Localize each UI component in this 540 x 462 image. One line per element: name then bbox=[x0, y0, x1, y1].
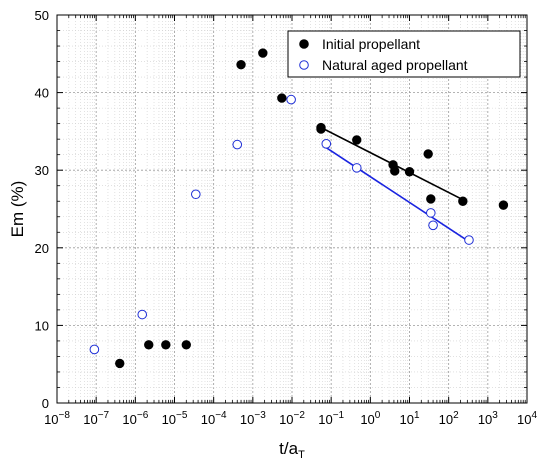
x-tick-label: 100 bbox=[360, 410, 380, 427]
x-tick-label-exponent: −5 bbox=[176, 410, 188, 421]
x-tick-label-base: 10 bbox=[240, 412, 254, 427]
y-tick-label: 10 bbox=[35, 318, 49, 333]
x-tick-label-exponent: −6 bbox=[137, 410, 149, 421]
data-point-natural-aged bbox=[321, 139, 332, 149]
x-tick-label-exponent: 0 bbox=[375, 410, 381, 421]
y-tick-label: 30 bbox=[35, 163, 49, 178]
x-tick-label-base: 10 bbox=[44, 412, 58, 427]
x-tick-label-base: 10 bbox=[201, 412, 215, 427]
x-tick-label-exponent: −3 bbox=[254, 410, 266, 421]
x-tick-label-exponent: −8 bbox=[59, 410, 71, 421]
fit-line-natural-aged bbox=[325, 147, 470, 243]
y-tick-label: 40 bbox=[35, 86, 49, 101]
x-axis-title-subscript: T bbox=[298, 449, 305, 461]
data-point-natural-aged bbox=[232, 139, 243, 150]
x-tick-label-base: 10 bbox=[439, 412, 453, 427]
y-tick-label: 20 bbox=[35, 241, 49, 256]
data-point-natural-aged bbox=[428, 220, 438, 231]
x-tick-label-exponent: 3 bbox=[492, 410, 498, 421]
legend-marker-natural-aged bbox=[299, 60, 309, 70]
x-tick-label: 101 bbox=[399, 410, 419, 427]
x-tick-label: 10−4 bbox=[201, 410, 227, 427]
legend-marker-initial bbox=[299, 39, 309, 49]
y-tick-label: 0 bbox=[42, 396, 49, 411]
data-point-initial bbox=[316, 124, 326, 134]
x-tick-label-exponent: 4 bbox=[531, 410, 537, 421]
data-point-initial bbox=[144, 340, 154, 350]
y-axis-title: Em (%) bbox=[8, 181, 27, 238]
x-tick-label: 10−2 bbox=[279, 410, 305, 427]
data-point-initial bbox=[404, 167, 415, 177]
data-points bbox=[89, 48, 509, 369]
x-tick-label-exponent: 1 bbox=[414, 410, 420, 421]
y-tick-labels: 0 10 20 30 40 50 bbox=[35, 8, 49, 411]
x-tick-label-exponent: −4 bbox=[215, 410, 227, 421]
data-point-initial bbox=[426, 194, 436, 204]
legend-box bbox=[287, 30, 521, 78]
x-tick-label-base: 10 bbox=[83, 412, 97, 427]
data-point-initial bbox=[498, 200, 509, 210]
x-tick-label: 104 bbox=[517, 410, 537, 427]
x-tick-label-base: 10 bbox=[360, 412, 374, 427]
x-tick-label-base: 10 bbox=[279, 412, 293, 427]
x-tick-label: 10−8 bbox=[44, 410, 70, 427]
data-point-natural-aged bbox=[191, 189, 201, 200]
data-point-initial bbox=[258, 48, 268, 58]
data-point-initial bbox=[277, 93, 287, 103]
x-tick-label: 10−7 bbox=[83, 410, 109, 427]
x-tick-label-exponent: −2 bbox=[294, 410, 306, 421]
data-point-initial bbox=[181, 340, 191, 350]
x-axis-title: t/aT bbox=[279, 439, 305, 461]
data-point-initial bbox=[390, 166, 400, 176]
y-tick-label: 50 bbox=[35, 8, 49, 23]
data-point-initial bbox=[458, 196, 468, 206]
data-point-natural-aged bbox=[464, 235, 474, 245]
x-tick-label: 10−1 bbox=[318, 410, 344, 427]
grid-lines bbox=[57, 15, 527, 403]
x-tick-labels: 10−8 10−7 10−6 10−5 10−4 10−3 10−2 10−1 100 101 10… bbox=[44, 410, 537, 427]
data-point-initial bbox=[161, 340, 171, 350]
x-tick-label: 103 bbox=[478, 410, 498, 427]
legend-label-initial: Initial propellant bbox=[322, 36, 420, 52]
x-tick-label: 10−5 bbox=[162, 410, 188, 427]
data-point-initial bbox=[352, 135, 362, 145]
data-point-initial bbox=[115, 358, 125, 369]
data-point-natural-aged bbox=[137, 309, 148, 320]
x-tick-label: 10−3 bbox=[240, 410, 266, 427]
x-tick-label-exponent: 2 bbox=[453, 410, 459, 421]
legend: Initial propellant Natural aged propella… bbox=[287, 30, 521, 78]
data-point-natural-aged bbox=[351, 163, 362, 173]
data-point-natural-aged bbox=[426, 208, 436, 218]
x-tick-label: 10−6 bbox=[122, 410, 148, 427]
x-tick-label-base: 10 bbox=[399, 412, 413, 427]
axis-ticks bbox=[56, 14, 528, 404]
x-tick-label-base: 10 bbox=[122, 412, 136, 427]
x-tick-label-base: 10 bbox=[517, 412, 531, 427]
data-point-natural-aged bbox=[89, 344, 100, 355]
data-point-natural-aged bbox=[286, 94, 296, 105]
x-axis-title-main: t/a bbox=[279, 439, 298, 458]
x-tick-label-base: 10 bbox=[478, 412, 492, 427]
legend-label-natural-aged: Natural aged propellant bbox=[322, 57, 468, 73]
x-tick-label: 102 bbox=[439, 410, 459, 427]
x-tick-label-base: 10 bbox=[162, 412, 176, 427]
data-point-initial bbox=[423, 149, 433, 159]
data-point-initial bbox=[236, 59, 246, 70]
x-tick-label-exponent: −1 bbox=[333, 410, 345, 421]
x-tick-label-exponent: −7 bbox=[98, 410, 110, 421]
x-tick-label-base: 10 bbox=[318, 412, 332, 427]
